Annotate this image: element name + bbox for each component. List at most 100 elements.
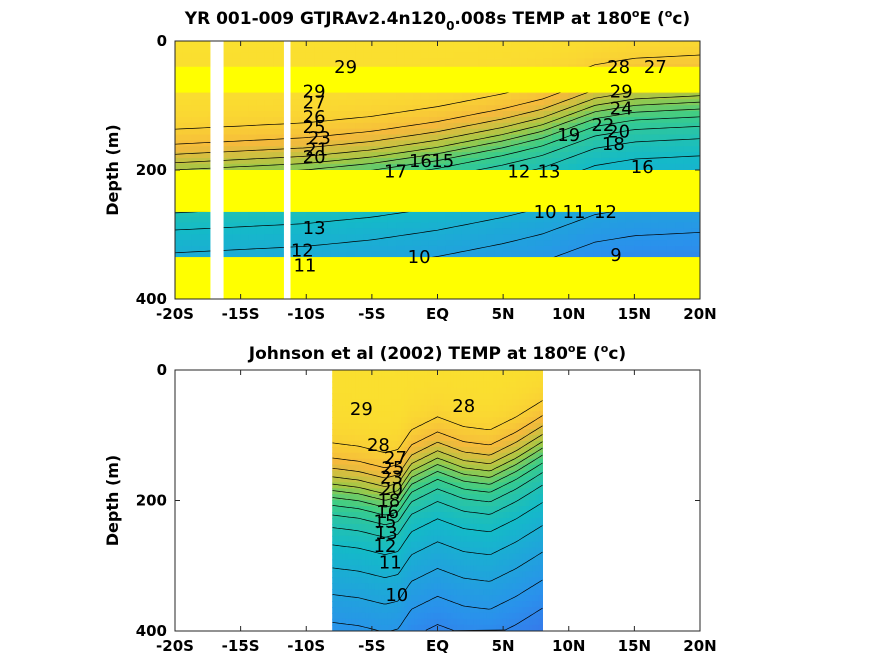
temperature-cell	[666, 222, 676, 230]
temperature-cell	[305, 163, 315, 171]
temperature-cell	[401, 559, 406, 567]
temperature-cell	[394, 417, 399, 424]
temperature-cell	[470, 163, 480, 171]
temperature-cell	[443, 399, 448, 407]
temperature-cell	[412, 140, 422, 148]
temperature-cell	[368, 393, 373, 401]
temperature-cell	[424, 464, 429, 472]
temperature-cell	[407, 517, 412, 525]
temperature-cell	[365, 440, 370, 448]
temperature-cell	[368, 464, 373, 472]
temperature-cell	[427, 452, 432, 460]
temperature-cell	[232, 128, 242, 136]
temperature-cell	[381, 577, 386, 585]
temperature-cell	[175, 105, 184, 112]
temperature-cell	[297, 228, 307, 235]
temperature-cell	[378, 571, 383, 579]
temperature-cell	[338, 245, 348, 253]
temperature-cell	[666, 163, 676, 171]
temperature-cell	[351, 523, 356, 531]
temperature-cell	[348, 500, 353, 507]
temperature-cell	[584, 46, 594, 54]
temperature-cell	[414, 624, 419, 631]
temperature-cell	[391, 434, 396, 442]
temperature-cell	[420, 618, 425, 626]
temperature-cell	[486, 41, 496, 48]
temperature-cell	[470, 601, 475, 608]
temperature-cell	[289, 46, 299, 54]
temperature-cell	[394, 541, 399, 549]
temperature-cell	[351, 506, 356, 513]
temperature-cell	[381, 535, 386, 543]
temperature-cell	[305, 245, 315, 253]
temperature-cell	[273, 58, 283, 65]
temperature-cell	[473, 553, 478, 561]
temperature-cell	[527, 163, 537, 171]
temperature-cell	[256, 216, 266, 224]
temperature-cell	[437, 458, 442, 466]
temperature-cell	[675, 228, 685, 235]
temperature-cell	[568, 46, 578, 54]
temperature-cell	[248, 240, 258, 247]
temperature-cell	[351, 464, 356, 472]
temperature-cell	[473, 577, 478, 585]
temperature-cell	[483, 470, 488, 478]
temperature-cell	[397, 452, 402, 460]
temperature-cell	[351, 553, 356, 561]
temperature-cell	[494, 99, 504, 106]
temperature-cell	[391, 500, 396, 507]
temperature-cell	[486, 405, 491, 413]
temperature-cell	[355, 105, 365, 112]
temperature-cell	[453, 500, 458, 507]
temperature-cell	[358, 618, 363, 626]
temperature-cell	[483, 393, 488, 401]
temperature-cell	[420, 128, 430, 136]
temperature-cell	[394, 583, 399, 590]
temperature-cell	[223, 58, 233, 65]
temperature-cell	[355, 41, 365, 48]
temperature-cell	[240, 134, 250, 142]
temperature-cell	[394, 411, 399, 418]
temperature-cell	[483, 541, 488, 549]
temperature-cell	[381, 399, 386, 407]
temperature-cell	[453, 41, 463, 48]
temperature-cell	[519, 251, 529, 259]
temperature-cell	[368, 423, 373, 430]
temperature-cell	[430, 541, 435, 549]
temperature-cell	[478, 240, 488, 247]
temperature-cell	[401, 529, 406, 537]
temperature-cell	[394, 506, 399, 513]
temperature-cell	[460, 440, 465, 448]
temperature-cell	[447, 494, 452, 501]
temperature-cell	[338, 387, 343, 395]
temperature-cell	[617, 46, 627, 54]
temperature-cell	[450, 370, 455, 377]
temperature-cell	[420, 222, 430, 230]
temperature-cell	[384, 393, 389, 401]
temperature-cell	[397, 512, 402, 519]
temperature-cell	[511, 93, 521, 101]
temperature-cell	[568, 157, 578, 165]
temperature-cell	[240, 240, 250, 247]
temperature-cell	[384, 553, 389, 561]
temperature-cell	[460, 583, 465, 590]
temperature-cell	[345, 589, 350, 596]
temperature-cell	[443, 606, 448, 614]
temperature-cell	[256, 134, 266, 142]
temperature-cell	[683, 46, 693, 54]
temperature-cell	[609, 228, 619, 235]
temperature-cell	[374, 523, 379, 531]
temperature-cell	[486, 58, 496, 65]
temperature-cell	[289, 228, 299, 235]
temperature-cell	[345, 452, 350, 460]
temperature-cell	[658, 234, 668, 241]
contour-label: 12	[507, 161, 530, 182]
temperature-cell	[387, 553, 393, 561]
temperature-cell	[368, 577, 373, 585]
temperature-cell	[345, 488, 350, 496]
temperature-cell	[443, 417, 448, 424]
temperature-cell	[675, 251, 685, 259]
temperature-cell	[453, 105, 463, 112]
temperature-cell	[365, 565, 370, 573]
temperature-cell	[476, 553, 481, 561]
